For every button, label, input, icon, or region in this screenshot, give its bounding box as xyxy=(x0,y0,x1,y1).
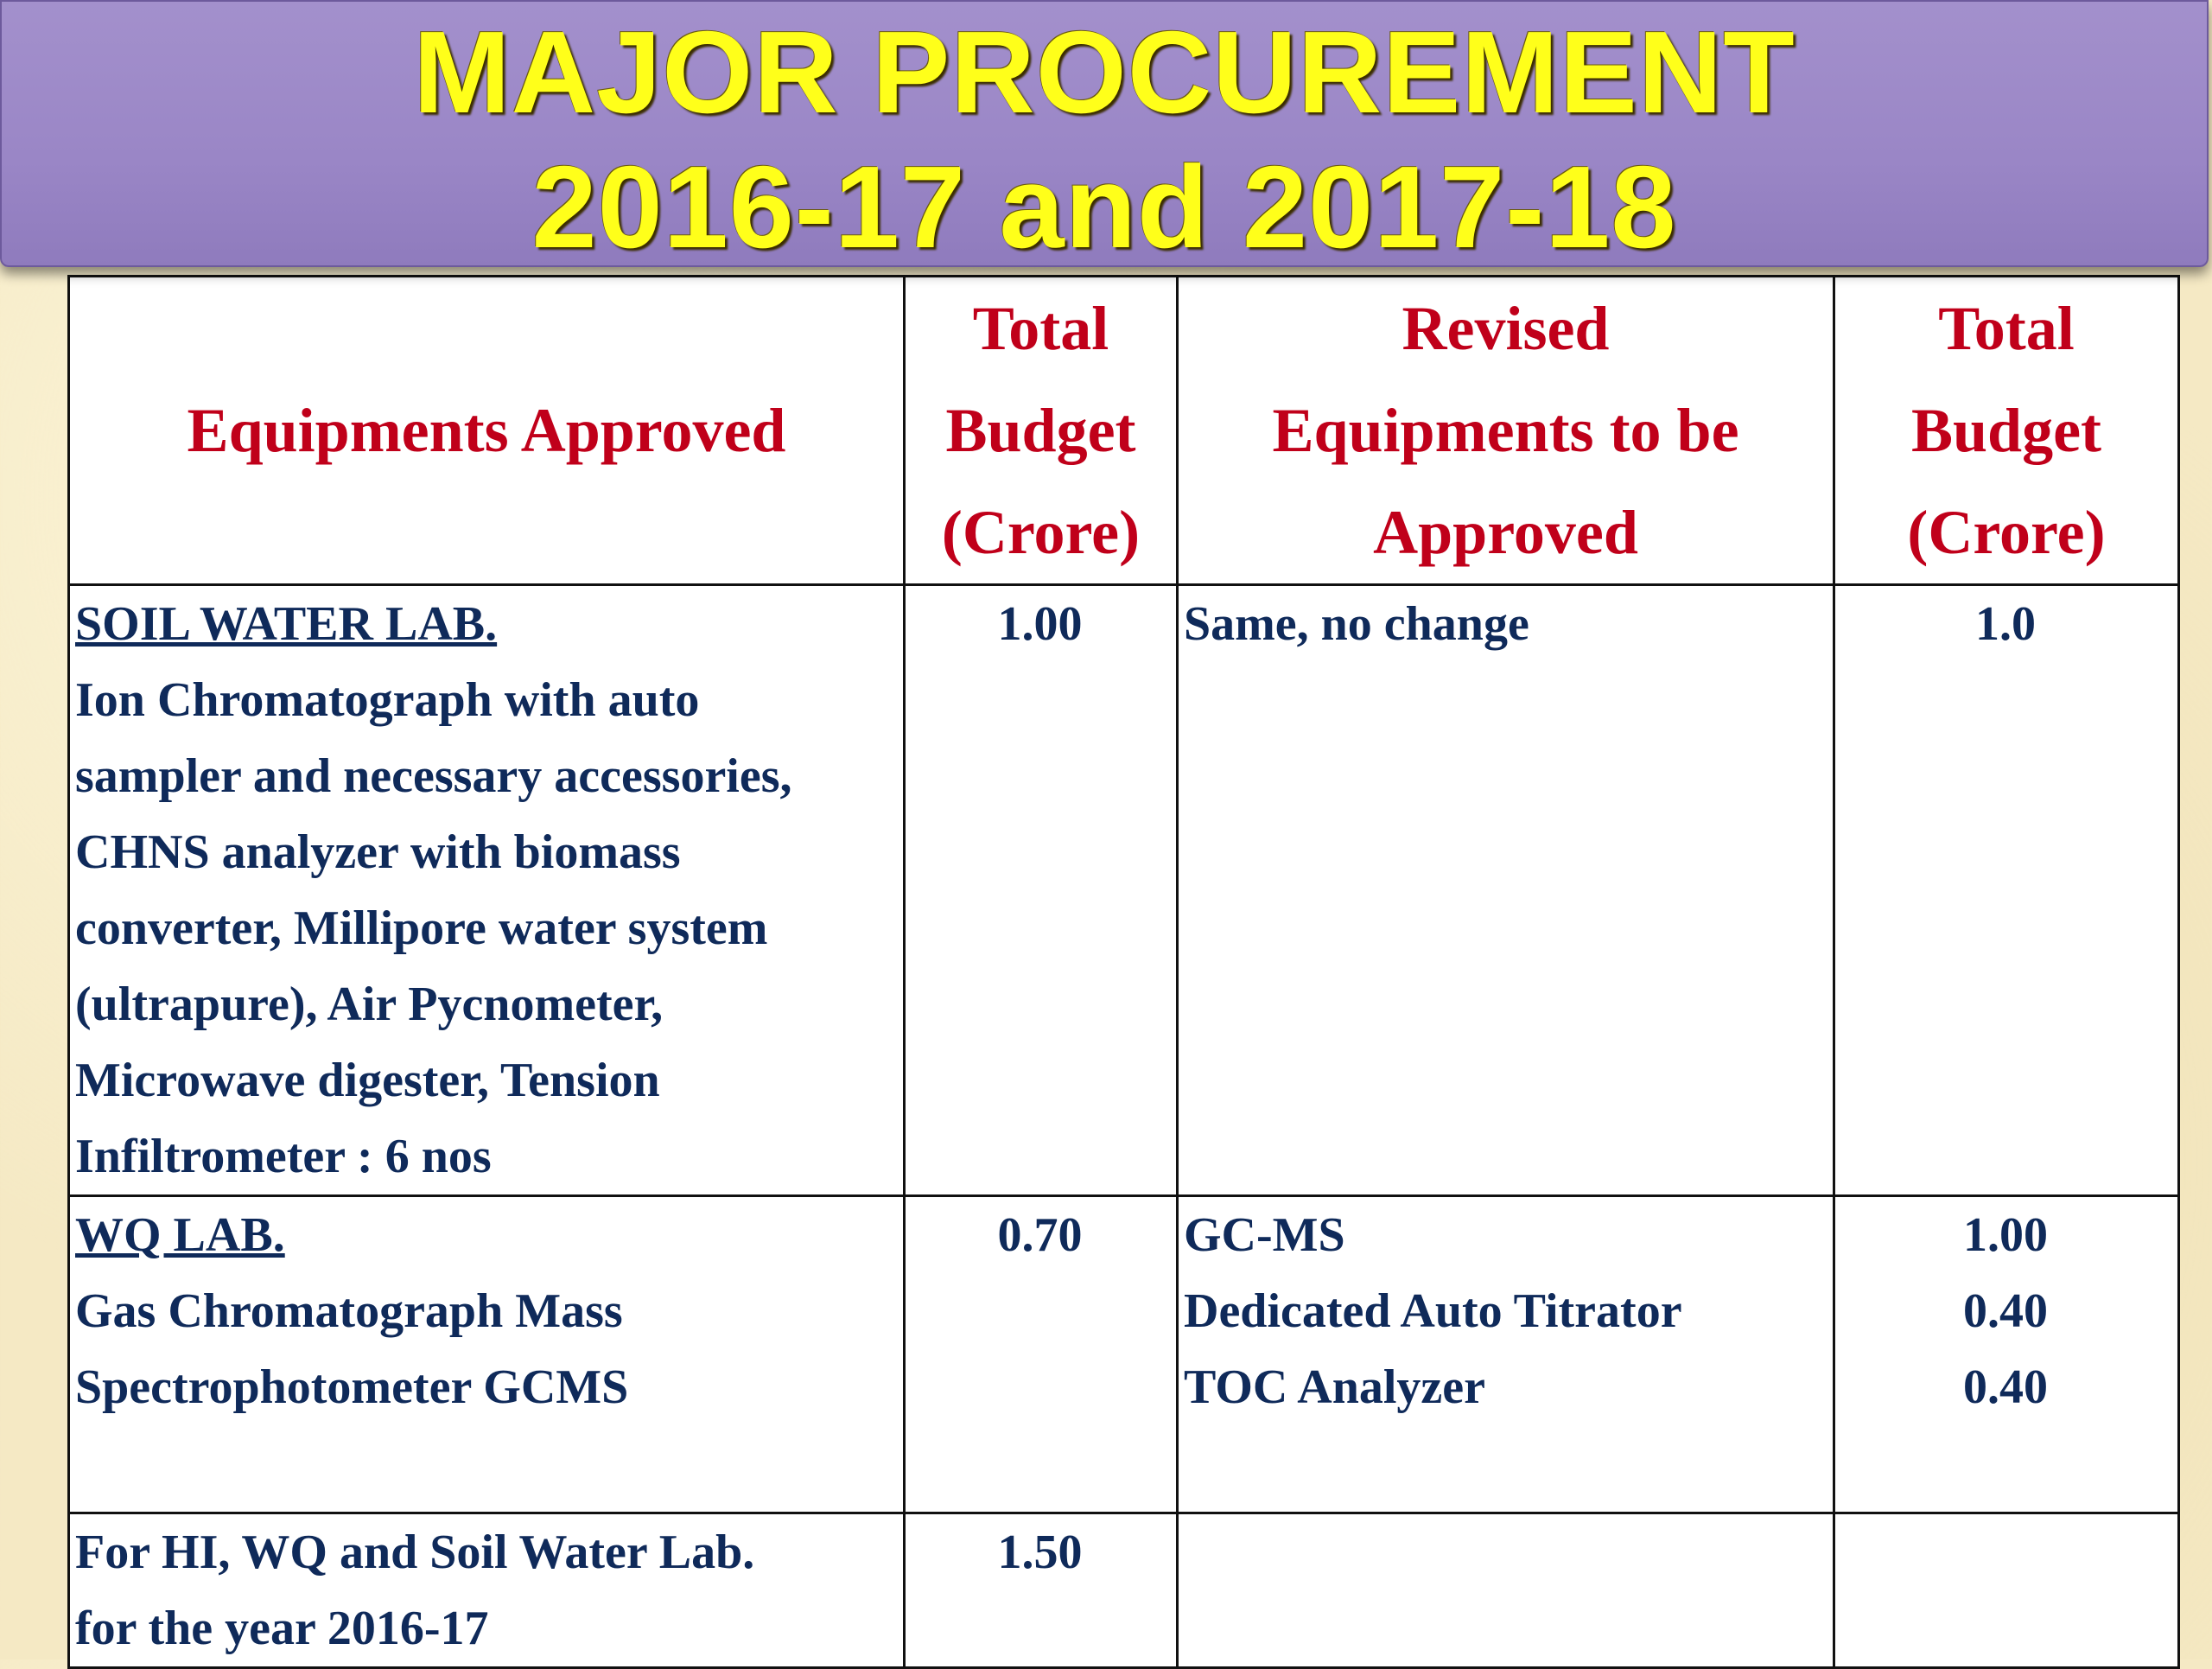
header-revised-total-budget-line: Budget xyxy=(1910,396,2102,465)
revised-budget-cell: 1.0 xyxy=(1833,583,2180,1197)
total-budget-cell: 1.00 xyxy=(903,583,1179,1197)
header-total-budget-line: Total xyxy=(972,294,1109,363)
header-total-budget: Total Budget (Crore) xyxy=(903,275,1179,586)
equipment-line: Spectrophotometer GCMS xyxy=(75,1360,629,1414)
equipment-line: Gas Chromatograph Mass xyxy=(75,1284,623,1338)
revised-budget-cell: 1.00 0.40 0.40 xyxy=(1833,1194,2180,1514)
title-line-1: MAJOR PROCUREMENT xyxy=(413,7,1796,137)
revised-budget-cell xyxy=(1833,1512,2180,1669)
equipment-line: CHNS analyzer with biomass xyxy=(75,825,681,879)
header-revised-total-budget-line: (Crore) xyxy=(1907,498,2106,567)
revised-equipment-line: GC-MS xyxy=(1184,1208,1345,1262)
table-row-soil-water-lab: SOIL WATER LAB. Ion Chromatograph with a… xyxy=(67,583,2180,1197)
header-revised-equipments-line: Approved xyxy=(1373,498,1638,567)
revised-budget-value: 0.40 xyxy=(1963,1360,2048,1414)
header-revised-equipments-line: Equipments to be xyxy=(1272,396,1739,465)
lab-name: SOIL WATER LAB. xyxy=(75,597,498,651)
procurement-table-container: Equipments Approved Total Budget (Crore)… xyxy=(67,275,2180,1669)
equipment-line: Infiltrometer : 6 nos xyxy=(75,1130,492,1183)
revised-equipments-cell: Same, no change xyxy=(1176,583,1835,1197)
total-budget-cell: 0.70 xyxy=(903,1194,1179,1514)
header-revised-equipments-line: Revised xyxy=(1402,294,1610,363)
header-total-budget-line: (Crore) xyxy=(941,498,1141,567)
title-banner: MAJOR PROCUREMENT 2016-17 and 2017-18 xyxy=(0,0,2209,267)
header-equipments-approved: Equipments Approved xyxy=(67,275,906,586)
revised-budget-value: 1.00 xyxy=(1963,1208,2048,1262)
title-line-2: 2016-17 and 2017-18 xyxy=(531,142,1677,272)
revised-budget-value: 1.0 xyxy=(1975,597,2036,651)
header-revised-total-budget: Total Budget (Crore) xyxy=(1833,275,2180,586)
equipment-line: converter, Millipore water system xyxy=(75,901,768,955)
equipment-line: For HI, WQ and Soil Water Lab. xyxy=(75,1526,755,1579)
equipment-line: for the year 2016-17 xyxy=(75,1602,489,1655)
procurement-table: Equipments Approved Total Budget (Crore)… xyxy=(67,275,2180,1669)
revised-equipments-cell xyxy=(1176,1512,1835,1669)
revised-equipment-line: TOC Analyzer xyxy=(1184,1360,1485,1414)
header-total-budget-line: Budget xyxy=(945,396,1136,465)
header-revised-total-budget-line: Total xyxy=(1938,294,2075,363)
equipment-line: Ion Chromatograph with auto xyxy=(75,673,700,727)
revised-equipments-cell: GC-MS Dedicated Auto Titrator TOC Analyz… xyxy=(1176,1194,1835,1514)
header-revised-equipments: Revised Equipments to be Approved xyxy=(1176,275,1835,586)
header-row: Equipments Approved Total Budget (Crore)… xyxy=(67,275,2180,586)
revised-equipment-line: Same, no change xyxy=(1184,597,1529,651)
budget-value: 1.00 xyxy=(997,597,1083,651)
equipment-line: Microwave digester, Tension xyxy=(75,1054,660,1107)
equipments-approved-cell: For HI, WQ and Soil Water Lab. for the y… xyxy=(67,1512,906,1669)
equipment-line: (ultrapure), Air Pycnometer, xyxy=(75,978,664,1031)
revised-budget-value: 0.40 xyxy=(1963,1284,2048,1338)
total-budget-cell: 1.50 xyxy=(903,1512,1179,1669)
equipment-line: sampler and necessary accessories, xyxy=(75,749,792,803)
header-equipments-approved-text: Equipments Approved xyxy=(187,396,786,465)
equipments-approved-cell: SOIL WATER LAB. Ion Chromatograph with a… xyxy=(67,583,906,1197)
table-row-wq-lab: WQ LAB. Gas Chromatograph Mass Spectroph… xyxy=(67,1194,2180,1514)
table-row-total-2016-17: For HI, WQ and Soil Water Lab. for the y… xyxy=(67,1512,2180,1669)
revised-equipment-line: Dedicated Auto Titrator xyxy=(1184,1284,1682,1338)
budget-value: 0.70 xyxy=(997,1208,1083,1262)
lab-name: WQ LAB. xyxy=(75,1208,285,1262)
equipments-approved-cell: WQ LAB. Gas Chromatograph Mass Spectroph… xyxy=(67,1194,906,1514)
budget-value: 1.50 xyxy=(997,1526,1083,1579)
